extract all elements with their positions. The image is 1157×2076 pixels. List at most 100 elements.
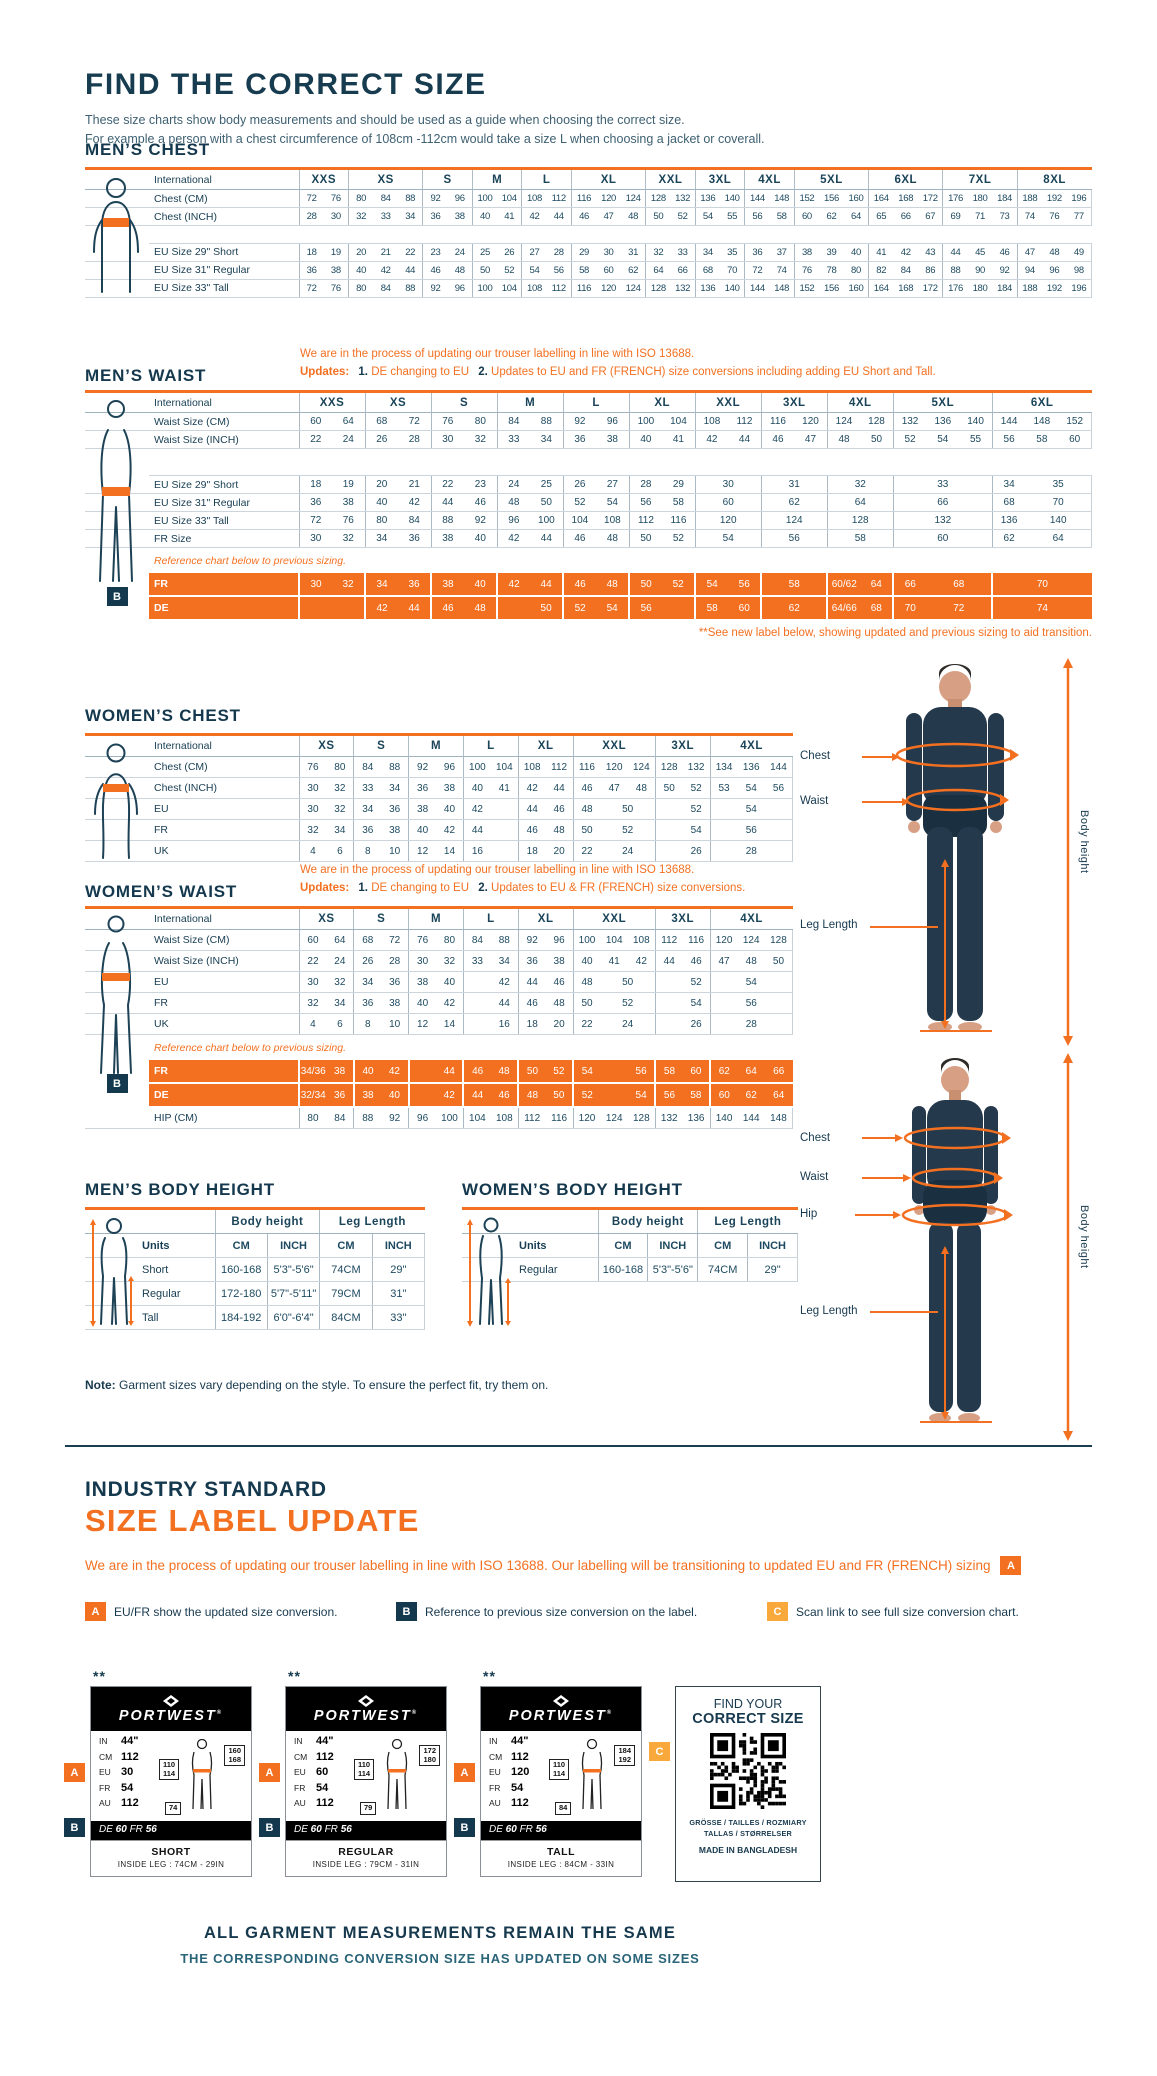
size-cell: 36 bbox=[517, 950, 546, 972]
size-cell: 18 bbox=[517, 840, 546, 862]
size-cell: 79CM bbox=[319, 1281, 373, 1306]
size-cell: 70 bbox=[991, 573, 1092, 597]
size-cell: 46 bbox=[570, 207, 597, 226]
size-cell: 108 bbox=[521, 189, 547, 208]
size-cell: 54 bbox=[694, 529, 762, 548]
size-cell: 49 bbox=[1066, 243, 1092, 262]
size-cell: 92 bbox=[992, 261, 1018, 280]
size-cell: 168 bbox=[893, 189, 919, 208]
waist-measure-box: 110 114 bbox=[549, 1759, 570, 1781]
size-cell: 20 bbox=[545, 840, 574, 862]
size-cell: 160-168 bbox=[214, 1257, 268, 1282]
mens_bh-table: Body height Leg Length Units CM INCH CM INCH Sh… bbox=[85, 1210, 426, 1330]
size-cell: 64 bbox=[764, 1083, 793, 1108]
badge-b: B bbox=[106, 1074, 128, 1093]
size-cell: 84 bbox=[893, 261, 919, 280]
size-specs: IN 44" CM 112 EU 120 FR 54 AU 112 bbox=[489, 1735, 549, 1821]
size-cell: 176 bbox=[942, 189, 968, 208]
size-cell: 68 bbox=[694, 261, 721, 280]
size-cell bbox=[654, 992, 683, 1014]
mens-body-height-icon bbox=[90, 1218, 134, 1327]
size-cell: 18 bbox=[298, 475, 333, 494]
size-cell: 28 bbox=[381, 950, 409, 972]
size-cell: 16 bbox=[462, 840, 491, 862]
womens-waist-heading: WOMEN’S WAIST bbox=[85, 882, 238, 901]
womens-waist-section: WOMEN’S WAIST We are in the process of u… bbox=[85, 862, 1092, 1129]
height-measure-box: 160 168 bbox=[224, 1745, 245, 1767]
size-cell: 5'7"-5'11" bbox=[266, 1281, 320, 1306]
size-cell: 48 bbox=[737, 950, 765, 972]
size-cell: 124 bbox=[620, 279, 646, 298]
size-cell: 160 bbox=[843, 279, 869, 298]
size-cell: 46 bbox=[572, 777, 601, 799]
leg-length-label: Leg Length bbox=[800, 919, 858, 931]
industry-standard-heading: INDUSTRY STANDARD bbox=[85, 1478, 327, 1501]
size-cell: 58 bbox=[826, 529, 894, 548]
size-cell: 42 bbox=[436, 819, 464, 841]
legend-badge-a: A bbox=[85, 1602, 106, 1621]
size-cell: 27 bbox=[596, 475, 630, 494]
size-cell: 6 bbox=[326, 840, 354, 862]
spec-row: IN 44" bbox=[99, 1735, 159, 1751]
size-group-header: 4XL bbox=[709, 736, 793, 757]
row-label: EU Size 33" Tall bbox=[149, 511, 299, 530]
size-cell: 196 bbox=[1066, 279, 1092, 298]
size-cell bbox=[490, 798, 519, 820]
size-label-update-heading: SIZE LABEL UPDATE bbox=[85, 1503, 420, 1538]
size-cell: 108 bbox=[490, 1107, 519, 1129]
size-cell: 40 bbox=[572, 950, 601, 972]
spec-value: 112 bbox=[316, 1797, 334, 1809]
spec-label: IN bbox=[294, 1736, 303, 1746]
size-cell: 60 bbox=[793, 207, 820, 226]
update-2-number: 2. bbox=[478, 365, 488, 378]
column-header-label: International bbox=[149, 736, 299, 757]
size-cell: 176 bbox=[942, 279, 968, 298]
size-cell: 104 bbox=[662, 412, 696, 431]
size-cell: 34 bbox=[326, 819, 354, 841]
size-cell: 46 bbox=[562, 573, 597, 597]
size-cell: 156 bbox=[819, 279, 844, 298]
size-cell: 124 bbox=[620, 189, 646, 208]
size-cell: 50 bbox=[860, 430, 894, 449]
size-cell: 32 bbox=[326, 971, 354, 993]
size-cell: 88 bbox=[353, 1107, 382, 1129]
portwest-logo: PORTWEST® bbox=[286, 1687, 446, 1731]
size-group-header: XS bbox=[364, 393, 432, 413]
spec-value: 44" bbox=[511, 1735, 529, 1747]
mens-waist-table-wrap: International XXS XS S M L XL XXL 3XL 4XL 5XL 6XL Wa… bbox=[85, 390, 1093, 621]
spec-value: 112 bbox=[121, 1797, 139, 1809]
size-cell: 18 bbox=[298, 243, 324, 262]
size-cell: 26 bbox=[682, 1013, 711, 1035]
size-cell bbox=[462, 992, 491, 1014]
previous-size-strip: DE 60 FR 56 bbox=[286, 1821, 446, 1840]
size-cell: 108 bbox=[521, 279, 547, 298]
size-group-header: XXL bbox=[645, 170, 696, 190]
size-cell: 50 bbox=[572, 992, 601, 1014]
row-label: Waist Size (INCH) bbox=[149, 950, 299, 972]
size-cell: 72 bbox=[744, 261, 770, 280]
size-group-header: XXL bbox=[572, 909, 656, 930]
size-cell: 34 bbox=[326, 992, 354, 1014]
size-cell: 41 bbox=[662, 430, 696, 449]
row-label: EU Size 31" Regular bbox=[149, 493, 299, 512]
size-cell: 40 bbox=[471, 207, 498, 226]
size-cell: 38 bbox=[408, 971, 437, 993]
size-cell: 58 bbox=[654, 1060, 683, 1084]
size-cell: 112 bbox=[546, 189, 572, 208]
size-cell: 20 bbox=[364, 475, 399, 494]
column-header-label bbox=[137, 1210, 215, 1234]
mens-figure-graphic bbox=[862, 658, 1073, 1046]
size-cell: 46 bbox=[464, 493, 498, 512]
spec-row: IN 44" bbox=[294, 1735, 354, 1751]
size-cell: 24 bbox=[332, 430, 366, 449]
size-cell: 29" bbox=[371, 1257, 426, 1282]
size-cell bbox=[496, 596, 531, 621]
size-cell: 31" bbox=[371, 1281, 426, 1306]
size-cell: 42 bbox=[381, 1060, 409, 1084]
badge-a: A bbox=[454, 1763, 475, 1782]
size-cell: 20 bbox=[545, 1013, 574, 1035]
size-cell: 34 bbox=[364, 529, 399, 548]
size-cell: 104 bbox=[497, 189, 522, 208]
size-cell: 160-168 bbox=[597, 1257, 648, 1282]
size-cell: 164 bbox=[868, 189, 894, 208]
